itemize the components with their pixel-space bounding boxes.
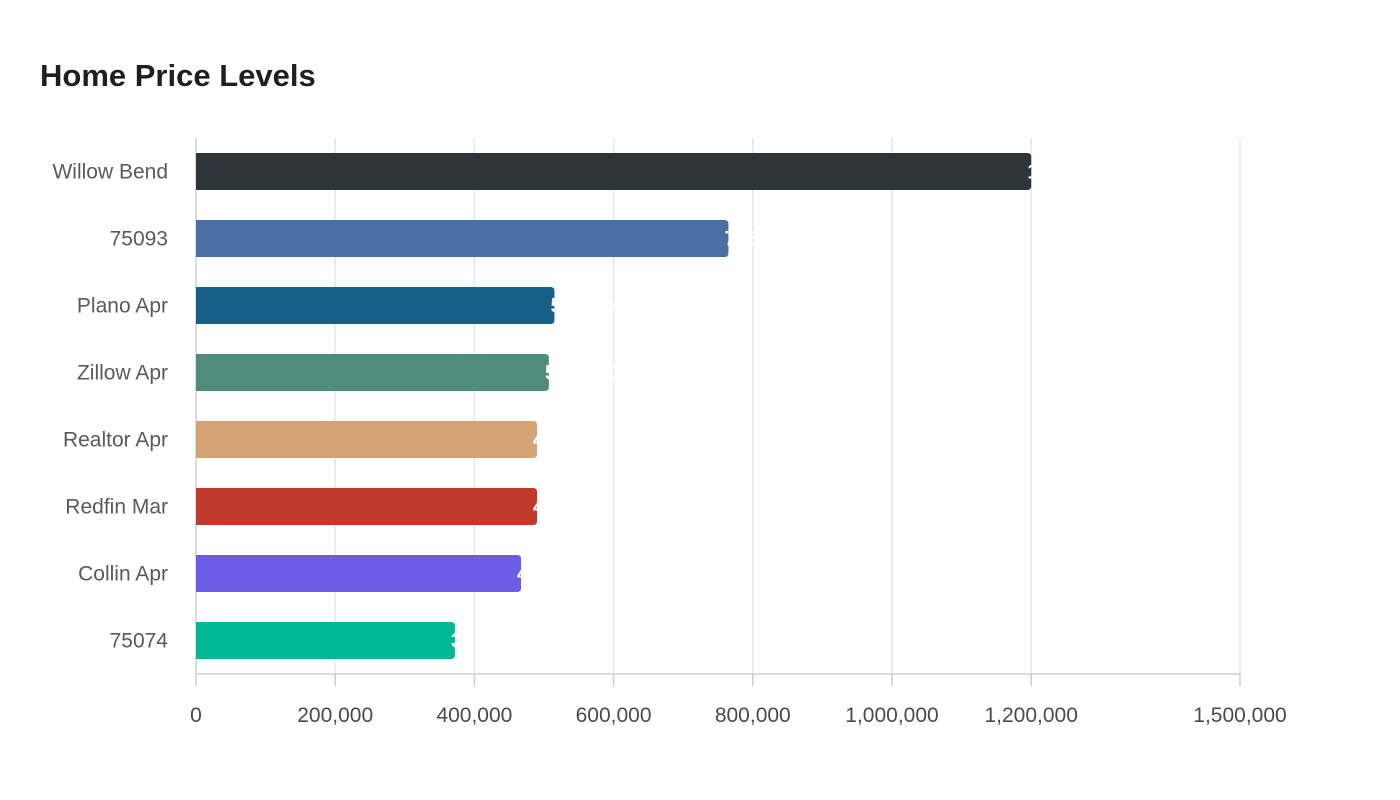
x-tick-label: 800,000: [715, 704, 791, 727]
labels: Willow Bend 1,200,000 75093 765,000 Plano Ap…: [52, 161, 1120, 653]
bar-value-label: 765,000: [724, 228, 800, 251]
axes: 0 200,000 400,000 600,000 800,000 1,000,000 1,…: [190, 138, 1287, 727]
grid-lines: [334, 138, 1241, 674]
bar-value-label: 515,000: [550, 295, 626, 318]
bar: [196, 555, 522, 592]
x-tick-label: 1,000,000: [845, 704, 938, 727]
bar-value-label: 490,000: [533, 496, 609, 519]
bar: [196, 287, 555, 324]
category-label: Zillow Apr: [77, 362, 168, 385]
bar-value-label: 490,000: [533, 429, 609, 452]
bar: [196, 354, 549, 391]
category-label: Redfin Mar: [65, 496, 168, 519]
bar-value-label: 372,000: [451, 630, 527, 653]
bar: [196, 622, 455, 659]
category-label: Realtor Apr: [63, 429, 168, 452]
bar-value-label: 507,000: [545, 362, 621, 385]
bars: [196, 153, 1032, 659]
x-tick-label: 1,200,000: [984, 704, 1077, 727]
x-tick-label: 200,000: [297, 704, 373, 727]
bar: [196, 153, 1032, 190]
x-tick-label: 0: [190, 704, 202, 727]
bar-value-label: 1,200,000: [1027, 161, 1120, 184]
bar: [196, 220, 729, 257]
chart-title: Home Price Levels: [40, 58, 316, 93]
bar-value-label: 467,000: [517, 563, 593, 586]
x-tick-label: 600,000: [576, 704, 652, 727]
category-label: Collin Apr: [78, 563, 168, 586]
category-label: 75093: [110, 228, 168, 251]
bar: [196, 421, 538, 458]
category-label: Plano Apr: [77, 295, 168, 318]
x-tick-label: 400,000: [436, 704, 512, 727]
category-label: 75074: [110, 630, 169, 653]
bar: [196, 488, 538, 525]
x-tick-label: 1,500,000: [1193, 704, 1286, 727]
category-label: Willow Bend: [52, 161, 168, 184]
